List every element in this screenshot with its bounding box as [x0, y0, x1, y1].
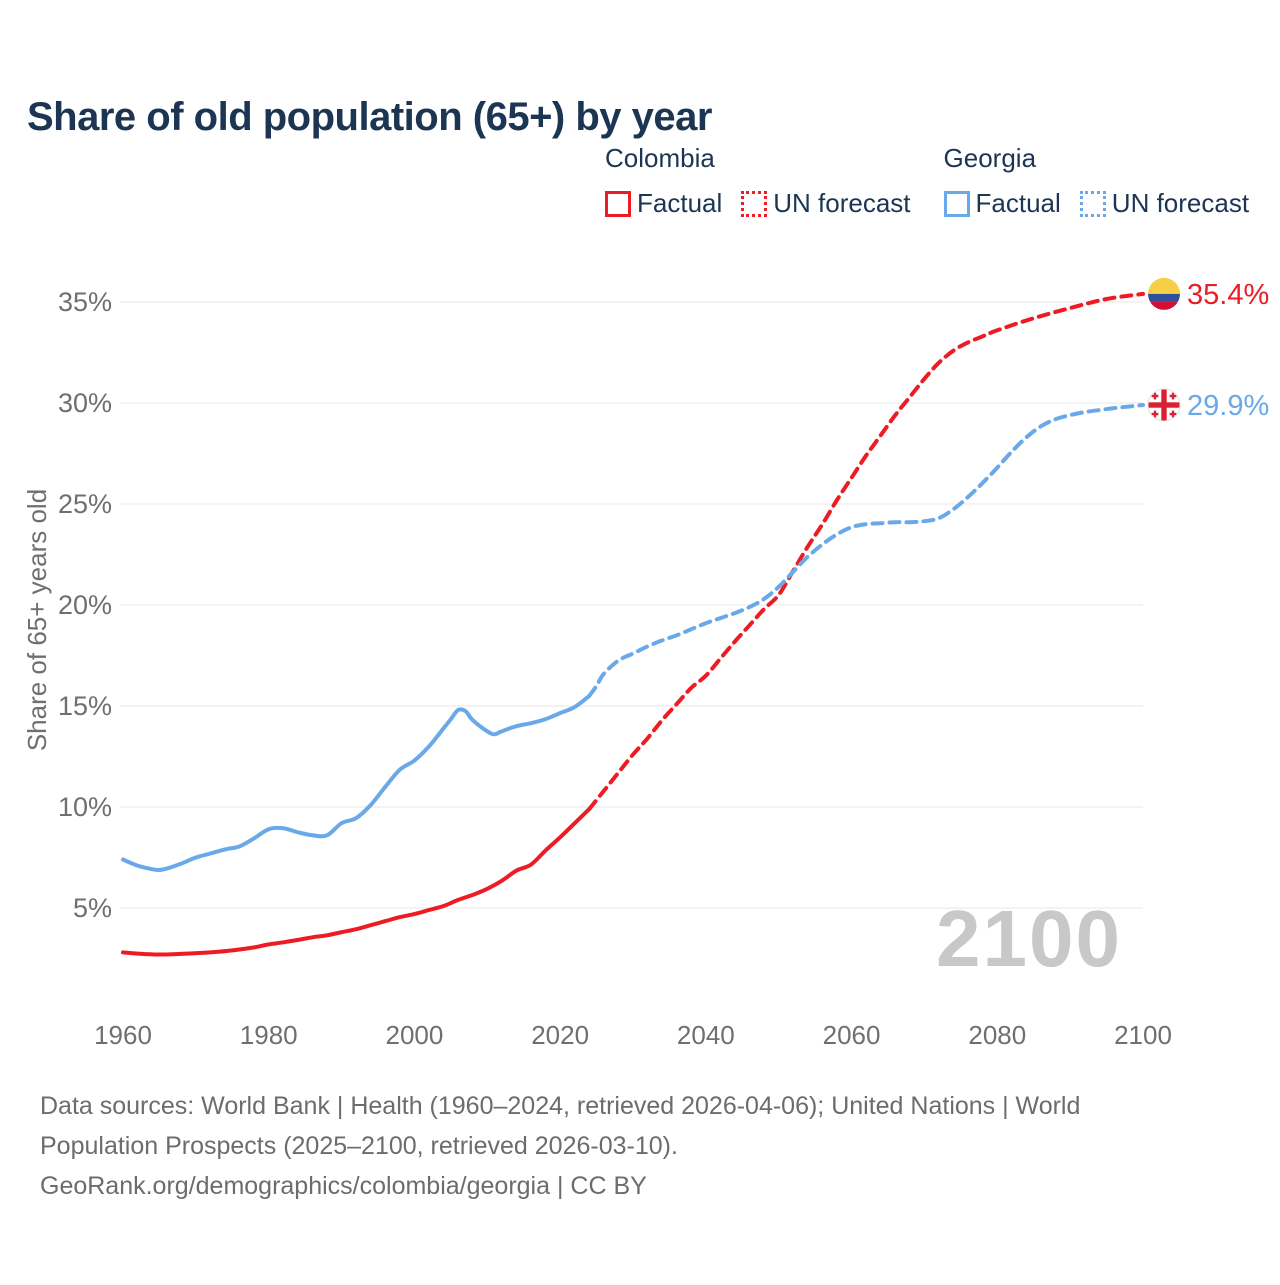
page-title: Share of old population (65+) by year	[27, 94, 712, 139]
colombia-factual-line	[121, 807, 592, 957]
legend-group-title: Georgia	[943, 143, 1037, 173]
watermark-2100: 2100	[936, 894, 1122, 983]
footer: Data sources: World Bank | Health (1960–…	[40, 1086, 1080, 1206]
legend-item-colombia-forecast[interactable]: UN forecast	[741, 188, 911, 219]
legend-item-colombia-factual[interactable]: Factual	[605, 188, 722, 219]
georgia-forecast-line	[587, 403, 1145, 698]
y-axis-title: Share of 65+ years old	[22, 489, 52, 751]
solid-line-swatch-icon	[943, 190, 970, 217]
legend-group-georgia: Georgia Factual UN forecast	[943, 143, 1250, 219]
legend-item-label: UN forecast	[773, 188, 911, 218]
x-tick-1980: 1980	[240, 1020, 298, 1050]
x-tick-2040: 2040	[677, 1020, 735, 1050]
x-tick-2020: 2020	[531, 1020, 589, 1050]
dotted-line-swatch-icon	[1079, 190, 1106, 217]
legend: Colombia Factual UN forecast Georgia Fac…	[605, 143, 1249, 219]
y-tick-25pct: 25%	[58, 489, 112, 519]
x-tick-2100: 2100	[1114, 1020, 1172, 1050]
dotted-line-swatch-icon	[741, 190, 768, 217]
y-tick-10pct: 10%	[58, 792, 112, 822]
x-tick-2080: 2080	[968, 1020, 1026, 1050]
x-tick-2060: 2060	[823, 1020, 881, 1050]
y-tick-15pct: 15%	[58, 691, 112, 721]
legend-group-title: Colombia	[605, 143, 715, 173]
footer-line: GeoRank.org/demographics/colombia/georgi…	[40, 1172, 647, 1200]
y-tick-5pct: 5%	[73, 893, 112, 923]
solid-line-swatch-icon	[605, 190, 631, 217]
y-tick-35pct: 35%	[58, 287, 112, 317]
x-tick-2000: 2000	[386, 1020, 444, 1050]
legend-item-label: UN forecast	[1111, 188, 1250, 218]
x-tick-1960: 1960	[94, 1020, 152, 1050]
georgia-factual-line	[121, 693, 592, 873]
colombia-flag-icon	[1148, 277, 1180, 310]
colombia-forecast-line	[587, 291, 1145, 811]
footer-line: Data sources: World Bank | Health (1960–…	[40, 1092, 1081, 1120]
legend-item-georgia-forecast[interactable]: UN forecast	[1079, 188, 1250, 219]
legend-item-label: Factual	[637, 188, 723, 218]
colombia-end-label: 35.4%	[1187, 279, 1269, 311]
y-tick-20pct: 20%	[58, 590, 112, 620]
footer-line: Population Prospects (2025–2100, retriev…	[40, 1132, 678, 1160]
y-tick-30pct: 30%	[58, 388, 112, 418]
georgia-flag-icon	[1147, 388, 1181, 422]
legend-group-colombia: Colombia Factual UN forecast	[605, 143, 911, 219]
georgia-end-label: 29.9%	[1187, 390, 1269, 422]
legend-item-georgia-factual[interactable]: Factual	[943, 188, 1061, 219]
legend-item-label: Factual	[975, 188, 1061, 218]
